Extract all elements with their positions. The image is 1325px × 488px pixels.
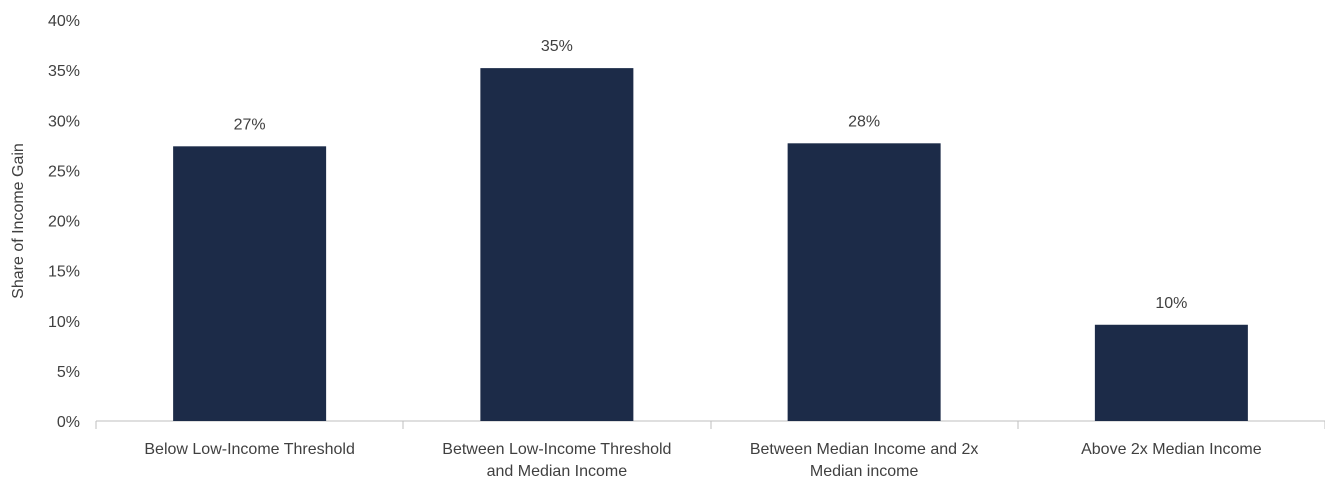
y-tick-label: 5%: [57, 364, 80, 381]
bar: [480, 68, 634, 422]
category-label: Between Median Income and 2x: [750, 441, 979, 458]
data-labels: 27% 35% 28% 10%: [234, 38, 1188, 312]
x-axis: [95, 420, 1325, 429]
category-label: Below Low-Income Threshold: [144, 441, 354, 458]
bar: [787, 143, 941, 421]
y-axis-ticks: 0% 5% 10% 15% 20% 25% 30% 35% 40%: [48, 13, 80, 431]
bar-value-label: 35%: [541, 38, 573, 55]
bar: [1094, 324, 1248, 421]
bars: [173, 68, 1248, 422]
y-tick-label: 30%: [48, 113, 80, 130]
bar-value-label: 10%: [1155, 295, 1187, 312]
y-axis-title: Share of Income Gain: [10, 143, 27, 299]
y-tick-label: 25%: [48, 163, 80, 180]
y-tick-label: 20%: [48, 214, 80, 231]
category-label: Above 2x Median Income: [1081, 441, 1262, 458]
y-tick-label: 10%: [48, 314, 80, 331]
category-label: and Median Income: [487, 463, 628, 480]
bar-value-label: 27%: [234, 116, 266, 133]
bar: [173, 146, 327, 421]
y-tick-label: 35%: [48, 63, 80, 80]
y-tick-label: 40%: [48, 13, 80, 30]
category-label: Between Low-Income Threshold: [442, 441, 671, 458]
category-label: Median income: [810, 463, 919, 480]
y-tick-label: 15%: [48, 264, 80, 281]
bar-value-label: 28%: [848, 113, 880, 130]
category-labels: Below Low-Income Threshold Between Low-In…: [144, 441, 1261, 480]
y-tick-label: 0%: [57, 414, 80, 431]
